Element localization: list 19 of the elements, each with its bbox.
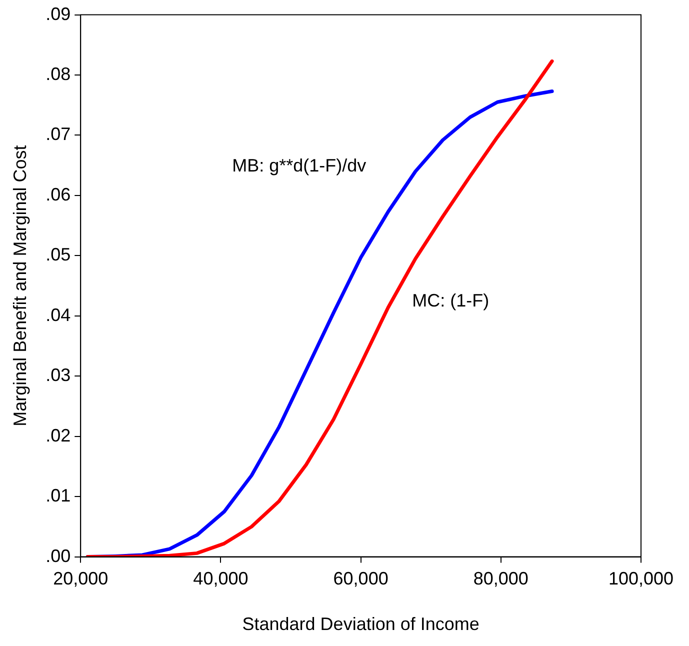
y-tick-label: .03 bbox=[46, 365, 71, 386]
y-tick-label: .06 bbox=[46, 184, 71, 204]
x-tick-label: 80,000 bbox=[473, 568, 528, 589]
x-tick-label: 40,000 bbox=[193, 568, 248, 589]
x-axis-title: Standard Deviation of Income bbox=[242, 614, 480, 634]
y-tick-label: .01 bbox=[46, 486, 71, 506]
y-tick-label: .02 bbox=[46, 425, 71, 446]
x-tick-label: 20,000 bbox=[53, 568, 108, 589]
x-tick-label: 60,000 bbox=[333, 568, 388, 589]
y-tick-label: .07 bbox=[46, 124, 71, 144]
text: MB: g**d(1-F)/dv bbox=[232, 156, 366, 176]
y-tick-label: .00 bbox=[46, 546, 71, 566]
y-tick-label: .05 bbox=[46, 244, 71, 265]
y-tick-label: .04 bbox=[46, 304, 71, 325]
x-tick-label: 100,000 bbox=[608, 568, 674, 589]
y-tick-label: .08 bbox=[46, 64, 71, 84]
series-label: MC: (1-F) bbox=[412, 290, 490, 310]
y-axis-title: Marginal Benefit and Marginal Cost bbox=[10, 145, 30, 426]
y-tick-label: .09 bbox=[46, 4, 71, 24]
